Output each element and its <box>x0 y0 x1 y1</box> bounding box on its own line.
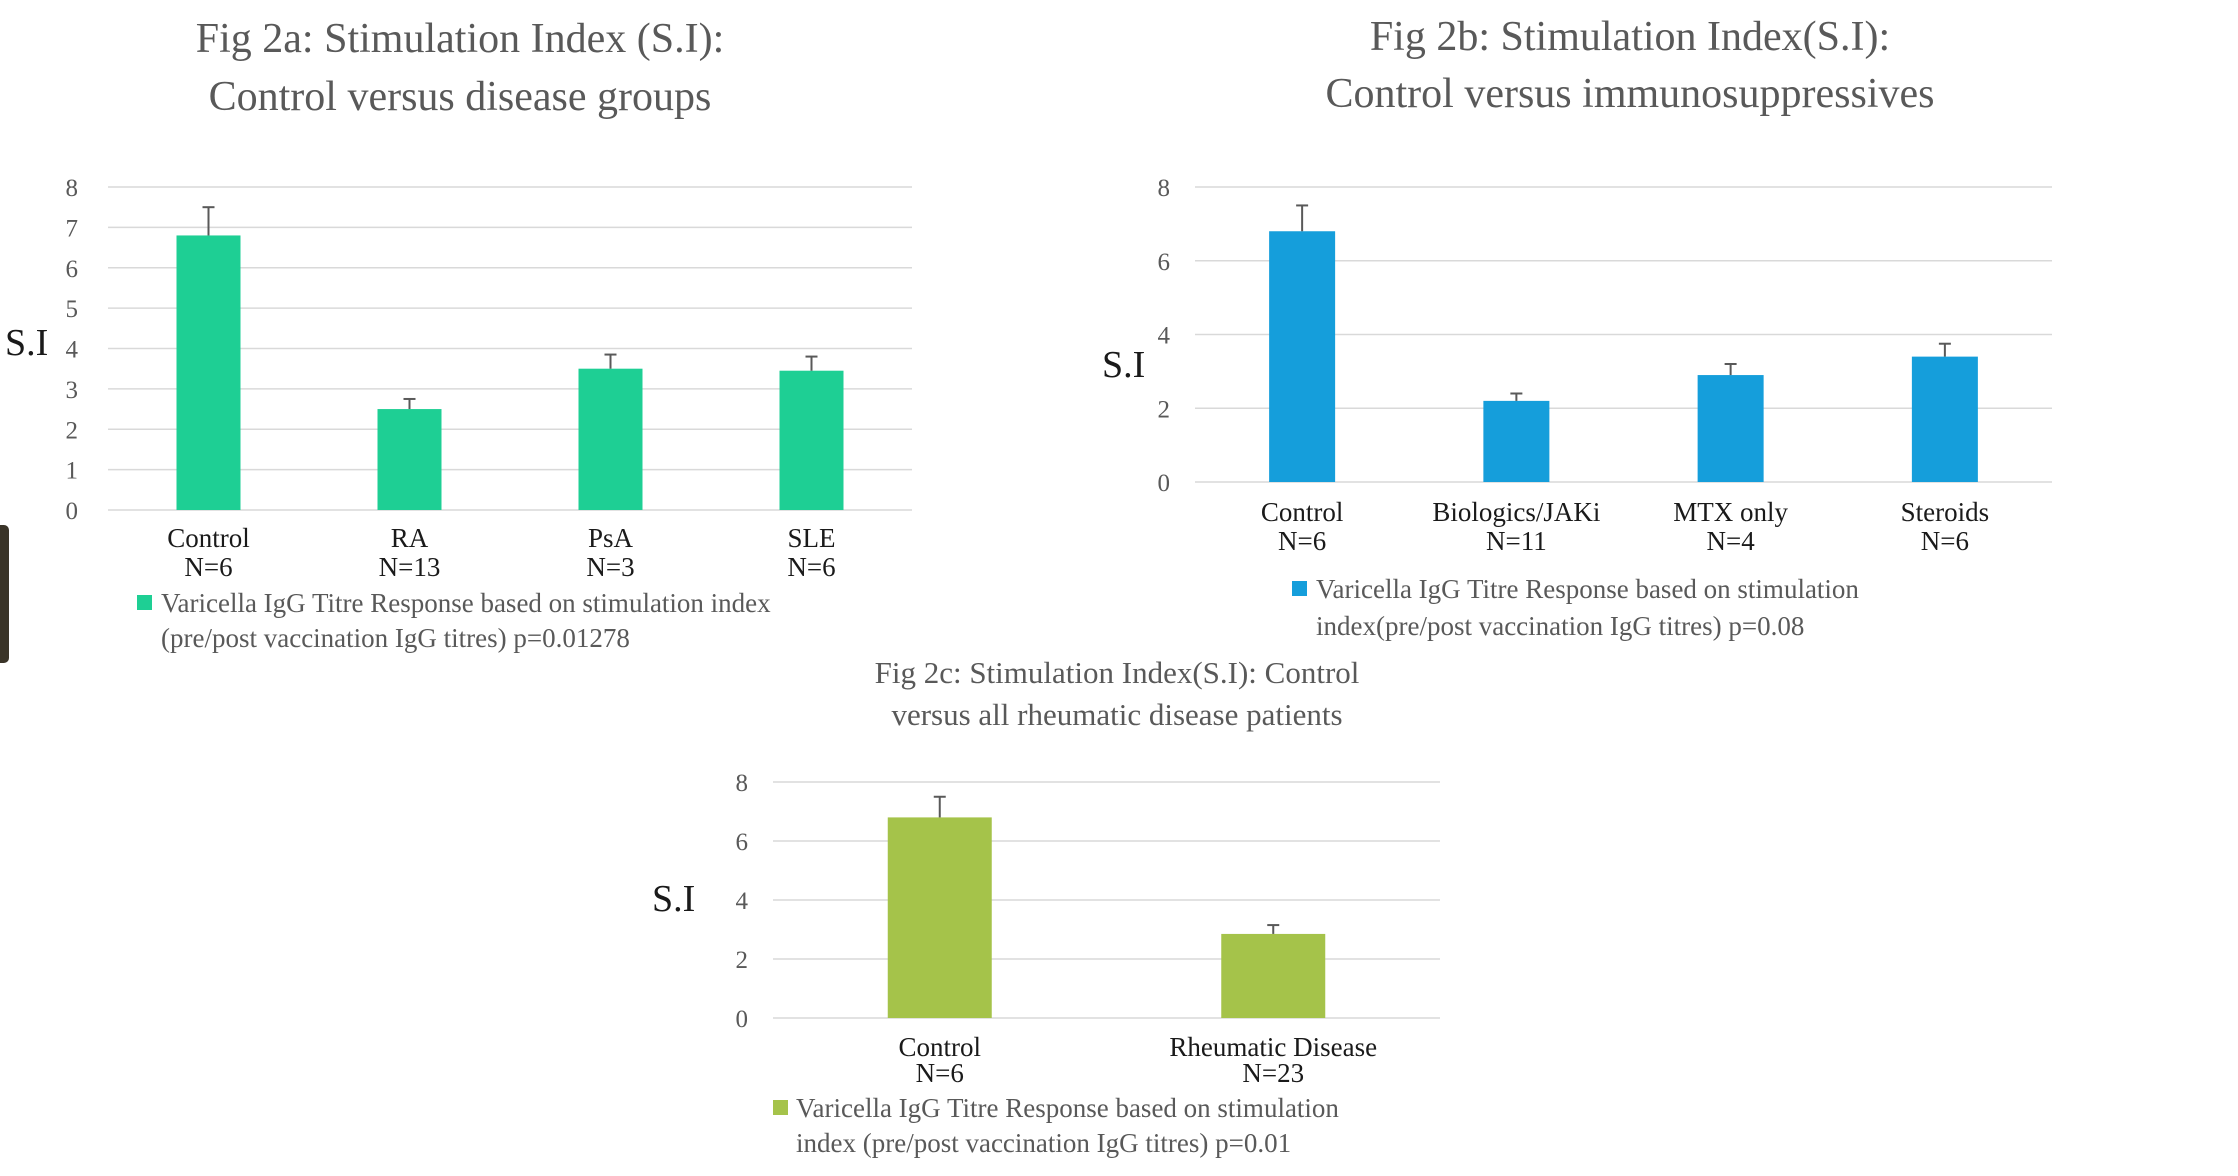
chart-figure-1: Fig 2b: Stimulation Index(S.I): Control v… <box>1102 14 2052 641</box>
y-tick-label: 3 <box>66 377 79 404</box>
chart-title-line: versus all rheumatic disease patients <box>891 697 1342 732</box>
y-tick-label: 8 <box>736 770 749 797</box>
category-label: N=13 <box>379 552 441 582</box>
y-tick-label: 2 <box>66 417 79 444</box>
legend-swatch <box>137 595 152 610</box>
category-label: Control <box>898 1032 981 1062</box>
legend-swatch <box>1292 581 1307 596</box>
y-tick-label: 4 <box>736 888 749 915</box>
y-tick-label: 0 <box>66 498 79 525</box>
category-label: SLE <box>787 523 835 553</box>
y-tick-label: 5 <box>66 296 79 323</box>
category-label: N=23 <box>1242 1058 1304 1088</box>
category-label: Biologics/JAKi <box>1432 497 1600 527</box>
y-tick-label: 2 <box>736 947 749 974</box>
bar <box>887 817 992 1018</box>
bar <box>1269 231 1336 482</box>
category-label: N=6 <box>184 552 232 582</box>
category-label: Control <box>1261 497 1344 527</box>
y-tick-label: 6 <box>1158 249 1171 276</box>
category-label: N=6 <box>1278 526 1326 556</box>
y-tick-label: 4 <box>1158 323 1171 350</box>
y-tick-label: 6 <box>736 829 749 856</box>
legend-text-line: Varicella IgG Titre Response based on st… <box>161 588 771 618</box>
category-label: Rheumatic Disease <box>1169 1032 1377 1062</box>
bar <box>377 409 442 510</box>
y-tick-label: 2 <box>1158 396 1171 423</box>
y-tick-label: 8 <box>66 175 79 202</box>
chart-figure-2: Fig 2c: Stimulation Index(S.I): Control v… <box>652 655 1440 1158</box>
chart-title-line: Fig 2a: Stimulation Index (S.I): <box>196 16 724 62</box>
category-label: N=11 <box>1486 526 1547 556</box>
legend-text-line: Varicella IgG Titre Response based on st… <box>796 1093 1339 1123</box>
y-tick-label: 6 <box>66 256 79 283</box>
category-label: N=6 <box>787 552 835 582</box>
category-label: PsA <box>588 523 634 553</box>
y-axis-label: S.I <box>5 322 48 364</box>
bar <box>1221 933 1326 1018</box>
category-label: N=6 <box>916 1058 964 1088</box>
category-label: Control <box>167 523 250 553</box>
bar <box>1483 400 1550 482</box>
legend-swatch <box>773 1100 788 1115</box>
category-label: MTX only <box>1673 497 1788 527</box>
legend-text-line: (pre/post vaccination IgG titres) p=0.01… <box>161 623 630 653</box>
y-tick-label: 7 <box>66 215 79 242</box>
legend-text-line: Varicella IgG Titre Response based on st… <box>1316 574 1859 604</box>
legend-text-line: index(pre/post vaccination IgG titres) p… <box>1316 611 1804 641</box>
chart-figure-0: Fig 2a: Stimulation Index (S.I): Control … <box>5 16 912 653</box>
bar <box>1911 356 1978 482</box>
y-tick-label: 0 <box>1158 470 1171 497</box>
chart-title-line: Fig 2c: Stimulation Index(S.I): Control <box>875 655 1360 690</box>
chart-title-line: Control versus immunosuppressives <box>1326 71 1935 117</box>
bar <box>578 368 643 510</box>
bar <box>1697 375 1764 482</box>
legend-text-line: index (pre/post vaccination IgG titres) … <box>796 1128 1291 1158</box>
y-tick-label: 4 <box>66 337 79 364</box>
slide-edge-bar <box>0 525 9 663</box>
category-label: N=3 <box>586 552 634 582</box>
category-label: Steroids <box>1901 497 1990 527</box>
chart-title-line: Control versus disease groups <box>209 74 712 120</box>
category-label: N=4 <box>1707 526 1756 556</box>
category-label: RA <box>391 523 429 553</box>
y-tick-label: 0 <box>736 1006 749 1033</box>
y-axis-label: S.I <box>1102 344 1145 386</box>
y-tick-label: 8 <box>1158 175 1171 202</box>
bar <box>176 235 241 510</box>
category-label: N=6 <box>1921 526 1969 556</box>
chart-title-line: Fig 2b: Stimulation Index(S.I): <box>1370 14 1890 60</box>
y-axis-label: S.I <box>652 878 695 920</box>
y-tick-label: 1 <box>66 458 79 485</box>
bar <box>779 370 844 510</box>
